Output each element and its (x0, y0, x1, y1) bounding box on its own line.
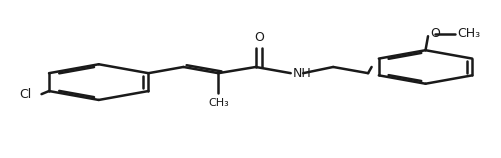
Text: CH₃: CH₃ (456, 27, 479, 40)
Text: O: O (254, 31, 263, 44)
Text: Cl: Cl (19, 88, 32, 101)
Text: NH: NH (293, 67, 311, 80)
Text: CH₃: CH₃ (207, 98, 228, 108)
Text: O: O (429, 27, 439, 40)
